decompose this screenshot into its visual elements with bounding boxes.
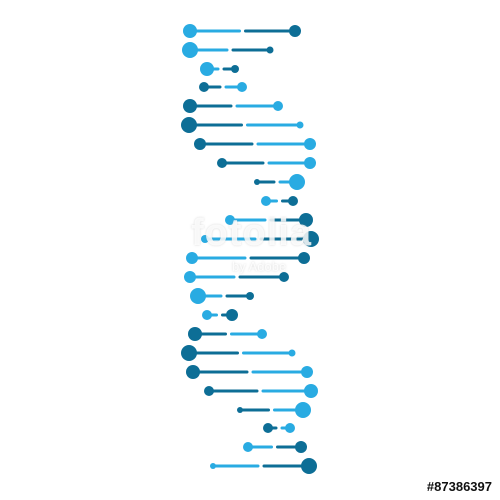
helix-node-right: [231, 65, 239, 73]
helix-node-left: [237, 407, 243, 413]
helix-node-right: [285, 423, 295, 433]
helix-node-right: [289, 350, 296, 357]
helix-node-left: [181, 117, 197, 133]
helix-node-left: [201, 235, 209, 243]
helix-node-right: [267, 47, 274, 54]
helix-node-right: [298, 252, 310, 264]
helix-node-left: [181, 345, 197, 361]
helix-node-left: [186, 365, 200, 379]
helix-node-right: [288, 196, 298, 206]
helix-node-left: [210, 463, 216, 469]
helix-node-left: [200, 62, 214, 76]
helix-node-right: [246, 292, 254, 300]
helix-node-left: [182, 42, 198, 58]
helix-node-left: [225, 215, 235, 225]
helix-node-right: [295, 402, 311, 418]
helix-node-left: [184, 271, 196, 283]
helix-node-left: [190, 288, 206, 304]
helix-node-left: [194, 138, 206, 150]
helix-node-right: [304, 157, 316, 169]
helix-node-right: [304, 384, 318, 398]
helix-node-right: [301, 458, 317, 474]
helix-node-right: [226, 309, 238, 321]
helix-node-right: [299, 213, 313, 227]
helix-node-right: [273, 101, 283, 111]
helix-node-left: [202, 310, 212, 320]
helix-node-right: [297, 122, 304, 129]
helix-node-left: [183, 99, 197, 113]
helix-node-right: [295, 441, 307, 453]
helix-node-right: [237, 82, 247, 92]
helix-node-left: [217, 158, 227, 168]
helix-node-left: [199, 82, 209, 92]
helix-node-right: [289, 174, 305, 190]
helix-node-left: [254, 179, 260, 185]
helix-node-right: [289, 25, 301, 37]
helix-node-right: [279, 272, 289, 282]
helix-node-right: [301, 366, 313, 378]
helix-node-left: [183, 24, 197, 38]
helix-node-right: [303, 231, 319, 247]
helix-node-right: [304, 138, 316, 150]
helix-node-left: [204, 386, 214, 396]
helix-node-left: [186, 252, 198, 264]
stock-id-label: #87386397: [427, 479, 492, 494]
helix-node-left: [261, 196, 271, 206]
helix-node-left: [263, 423, 273, 433]
helix-node-right: [257, 329, 267, 339]
dna-helix: [181, 24, 319, 474]
helix-node-left: [243, 442, 253, 452]
helix-node-left: [188, 327, 202, 341]
